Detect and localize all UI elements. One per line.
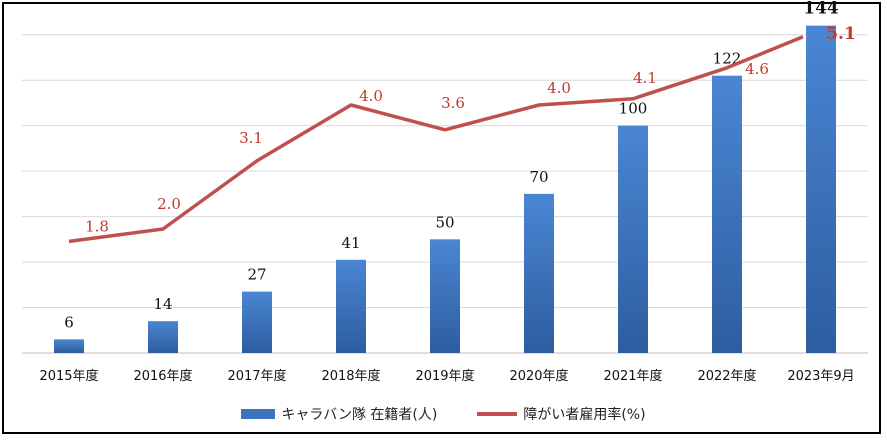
line-data-label: 4.0 — [547, 79, 571, 97]
legend-label-line: 障がい者雇用率(%) — [523, 407, 646, 423]
line-data-label: 3.1 — [239, 129, 263, 147]
bar-data-label: 70 — [529, 168, 548, 186]
bar-data-label: 100 — [619, 100, 648, 118]
x-tick-label: 2023年9月 — [787, 369, 854, 384]
line-data-label: 4.0 — [359, 87, 383, 105]
bar — [242, 291, 272, 353]
bar — [430, 239, 460, 353]
x-tick-label: 2017年度 — [227, 368, 286, 384]
bars — [54, 25, 836, 354]
bar — [336, 259, 366, 353]
line-data-label: 4.1 — [633, 69, 657, 87]
bar-data-label: 41 — [341, 234, 360, 252]
x-tick-label: 2021年度 — [603, 368, 662, 384]
x-tick-label: 2019年度 — [415, 368, 474, 384]
bar — [148, 321, 178, 353]
bar-data-label: 14 — [153, 295, 172, 313]
x-tick-label: 2015年度 — [39, 368, 98, 384]
line-data-label: 4.6 — [745, 60, 769, 78]
line-data-label: 1.8 — [85, 217, 109, 235]
line-series-path — [68, 35, 804, 244]
line-data-label: 5.1 — [826, 24, 856, 44]
bar-data-label: 6 — [64, 313, 74, 331]
bar — [54, 339, 84, 353]
x-tick-label: 2020年度 — [509, 368, 568, 384]
legend-item-line: 障がい者雇用率(%) — [477, 404, 646, 424]
bar-data-label: 27 — [247, 266, 266, 284]
legend-swatch-line — [477, 412, 518, 416]
legend-item-bar: キャラバン隊 在籍者(人) — [241, 404, 437, 424]
bar — [618, 125, 648, 354]
x-tick-label: 2018年度 — [321, 368, 380, 384]
legend-swatch-bar — [241, 409, 276, 419]
x-tick-label: 2022年度 — [697, 368, 756, 384]
x-tick-labels: 2015年度 2016年度 2017年度 2018年度 2019年度 2020年度 2021… — [39, 368, 854, 384]
line-data-label: 2.0 — [157, 195, 181, 213]
bar-data-label: 144 — [803, 0, 839, 19]
x-tick-label: 2016年度 — [133, 368, 192, 384]
legend: キャラバン隊 在籍者(人) 障がい者雇用率(%) — [0, 402, 887, 426]
bar — [806, 25, 836, 353]
bar — [524, 193, 554, 353]
legend-label-bar: キャラバン隊 在籍者(人) — [281, 407, 438, 423]
line-labels: 1.8 2.0 3.1 4.0 3.6 4.0 4.1 4.6 5.1 — [85, 24, 856, 236]
line-data-label: 3.6 — [441, 94, 465, 112]
bar — [712, 75, 742, 354]
line-series — [68, 35, 804, 244]
bar-data-label: 50 — [435, 213, 454, 231]
